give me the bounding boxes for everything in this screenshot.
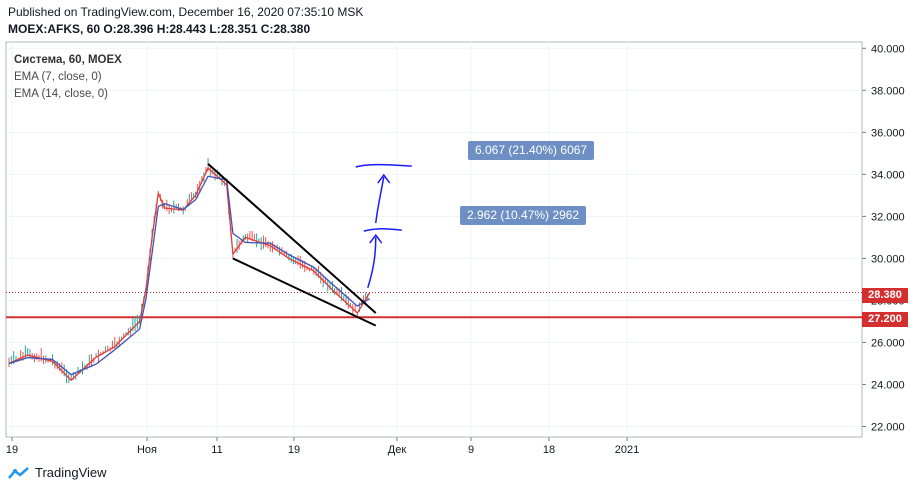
- measure-label-lower[interactable]: 2.962 (10.47%) 2962: [460, 206, 587, 225]
- target-line-lower[interactable]: [363, 227, 402, 232]
- wedge-trendline-upper[interactable]: [207, 163, 377, 314]
- y-tick-label: 38.000: [871, 85, 905, 97]
- last-price-tag: 28.380: [862, 288, 908, 303]
- tradingview-brand: TradingView: [35, 465, 107, 480]
- y-tick-label: 32.000: [871, 211, 905, 223]
- y-tick-label: 30.000: [871, 253, 905, 265]
- legend-ema-7[interactable]: EMA (7, close, 0): [14, 71, 102, 83]
- x-tick-label: Ноя: [137, 444, 157, 456]
- y-tick-label: 36.000: [871, 127, 905, 139]
- legend-ema-14[interactable]: EMA (14, close, 0): [14, 88, 108, 100]
- x-tick-label: 9: [468, 444, 474, 456]
- y-tick-label: 24.000: [871, 379, 905, 391]
- x-tick-label: 19: [288, 444, 300, 456]
- x-tick-label: 18: [543, 444, 555, 456]
- y-tick-label: 34.000: [871, 169, 905, 181]
- y-tick-label: 26.000: [871, 337, 905, 349]
- ema-14-line[interactable]: [8, 175, 371, 376]
- published-caption: Published on TradingView.com, December 1…: [8, 5, 364, 19]
- x-tick-label: 19: [6, 444, 18, 456]
- x-tick-label: 11: [211, 444, 222, 456]
- arrowhead-upper: [377, 173, 391, 184]
- hand-arrow-lower[interactable]: [367, 237, 377, 289]
- y-tick-label: 40.000: [871, 43, 905, 55]
- tradingview-logo-icon: [8, 466, 29, 479]
- plot-area[interactable]: [5, 41, 863, 438]
- symbol-ohlc-readout: MOEX:AFKS, 60 O:28.396 H:28.443 L:28.351…: [8, 22, 311, 36]
- legend-main-series[interactable]: Система, 60, MOEX: [14, 54, 122, 66]
- measure-label-upper[interactable]: 6.067 (21.40%) 6067: [468, 141, 595, 160]
- y-tick-label: 22.000: [871, 421, 905, 433]
- level-price-tag: 27.200: [862, 312, 908, 327]
- tradingview-footer[interactable]: TradingView: [8, 465, 107, 480]
- arrowhead-lower: [369, 233, 383, 244]
- hand-arrow-upper[interactable]: [375, 176, 385, 224]
- target-line-upper[interactable]: [355, 163, 412, 168]
- x-tick-label: Дек: [388, 444, 407, 456]
- x-tick-label: 2021: [615, 444, 639, 456]
- wedge-trendline-lower[interactable]: [232, 257, 377, 327]
